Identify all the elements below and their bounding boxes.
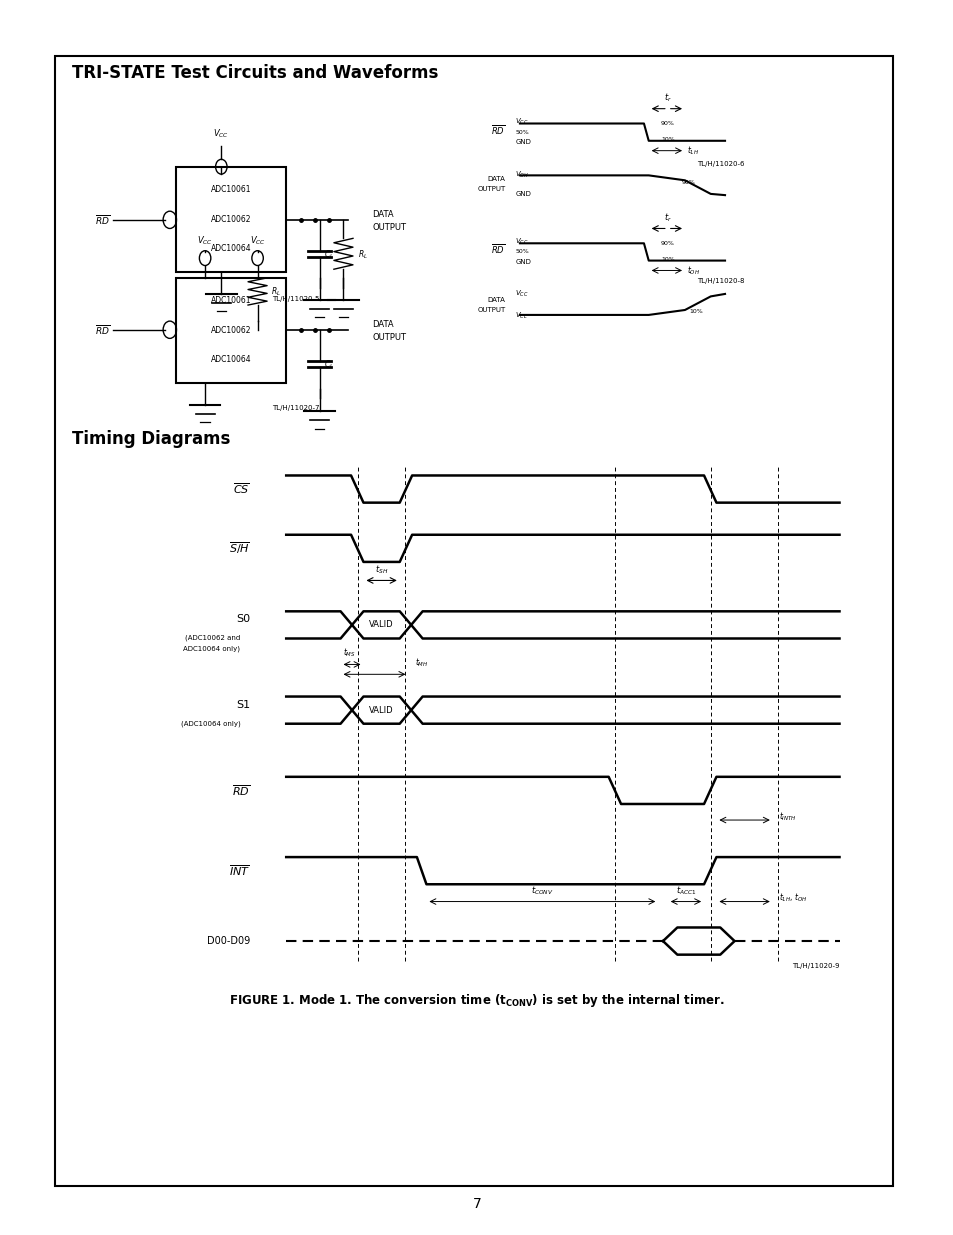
Bar bbox=[176, 278, 286, 383]
Text: $t_{CONV}$: $t_{CONV}$ bbox=[531, 884, 553, 897]
Text: $V_{CC}$: $V_{CC}$ bbox=[515, 117, 528, 127]
Text: $t_{1H}$: $t_{1H}$ bbox=[686, 144, 699, 157]
Text: VALID: VALID bbox=[369, 705, 394, 715]
Bar bbox=[55, 56, 892, 1186]
Text: ADC10064: ADC10064 bbox=[211, 356, 252, 364]
Text: 10%: 10% bbox=[660, 137, 674, 142]
Text: TL/H/11020-9: TL/H/11020-9 bbox=[791, 963, 839, 969]
Text: GND: GND bbox=[515, 191, 531, 196]
Text: TL/H/11020-8: TL/H/11020-8 bbox=[696, 278, 743, 284]
Text: $t_r$: $t_r$ bbox=[663, 91, 671, 104]
Text: S0: S0 bbox=[235, 614, 250, 624]
Text: ADC10061: ADC10061 bbox=[211, 296, 252, 305]
Text: TL/H/11020-6: TL/H/11020-6 bbox=[696, 161, 743, 167]
Text: Timing Diagrams: Timing Diagrams bbox=[71, 430, 230, 448]
Text: 90%: 90% bbox=[660, 241, 675, 246]
Text: $\overline{RD}$: $\overline{RD}$ bbox=[94, 322, 110, 337]
Text: ADC10062: ADC10062 bbox=[211, 326, 252, 335]
Text: $V_{CC}$: $V_{CC}$ bbox=[197, 235, 213, 247]
Text: S1: S1 bbox=[235, 700, 250, 710]
Text: ADC10062: ADC10062 bbox=[211, 215, 252, 224]
Text: ADC10061: ADC10061 bbox=[211, 185, 252, 194]
Text: TL/H/11020-5: TL/H/11020-5 bbox=[272, 296, 319, 303]
Text: $t_{ACC1}$: $t_{ACC1}$ bbox=[675, 884, 696, 897]
Bar bbox=[176, 167, 286, 272]
Text: $C_L$: $C_L$ bbox=[324, 358, 334, 370]
Text: $V_{CL}$: $V_{CL}$ bbox=[515, 311, 527, 321]
Text: $\overline{INT}$: $\overline{INT}$ bbox=[229, 863, 250, 878]
Text: 90%: 90% bbox=[660, 121, 675, 126]
Text: $\overline{RD}$: $\overline{RD}$ bbox=[94, 212, 110, 227]
Text: GND: GND bbox=[515, 259, 531, 264]
Text: 10%: 10% bbox=[660, 257, 674, 262]
Text: OUTPUT: OUTPUT bbox=[372, 222, 406, 232]
Text: TRI-STATE Test Circuits and Waveforms: TRI-STATE Test Circuits and Waveforms bbox=[71, 64, 437, 83]
Text: TL/H/11020-7: TL/H/11020-7 bbox=[272, 405, 319, 411]
Text: DATA: DATA bbox=[372, 320, 394, 330]
Text: (ADC10062 and: (ADC10062 and bbox=[185, 634, 240, 641]
Text: $R_L$: $R_L$ bbox=[357, 248, 367, 261]
Text: 7: 7 bbox=[472, 1197, 481, 1212]
Text: $t_{1H}$, $t_{OH}$: $t_{1H}$, $t_{OH}$ bbox=[779, 892, 807, 904]
Text: $\overline{RD}$: $\overline{RD}$ bbox=[491, 242, 505, 257]
Text: $t_{SH}$: $t_{SH}$ bbox=[375, 563, 388, 576]
Text: $t_{MH}$: $t_{MH}$ bbox=[415, 657, 428, 669]
Text: $\overline{RD}$: $\overline{RD}$ bbox=[491, 122, 505, 137]
Text: ADC10064: ADC10064 bbox=[211, 245, 252, 253]
Text: OUTPUT: OUTPUT bbox=[476, 186, 505, 191]
Text: 50%: 50% bbox=[515, 130, 528, 135]
Text: 50%: 50% bbox=[515, 249, 528, 254]
Text: GND: GND bbox=[515, 140, 531, 144]
Text: 90%: 90% bbox=[681, 180, 696, 185]
Text: ADC10064 only): ADC10064 only) bbox=[183, 645, 240, 652]
Text: $t_{OH}$: $t_{OH}$ bbox=[686, 264, 700, 277]
Text: 10%: 10% bbox=[689, 309, 702, 314]
Text: $t_{MS}$: $t_{MS}$ bbox=[342, 647, 355, 659]
Text: DATA: DATA bbox=[487, 177, 505, 182]
Text: $V_{OH}$: $V_{OH}$ bbox=[515, 170, 529, 180]
Text: $V_{CC}$: $V_{CC}$ bbox=[213, 127, 229, 140]
Text: D00-D09: D00-D09 bbox=[207, 936, 250, 946]
Text: (ADC10064 only): (ADC10064 only) bbox=[180, 720, 240, 727]
Text: OUTPUT: OUTPUT bbox=[476, 308, 505, 312]
Text: VALID: VALID bbox=[369, 620, 394, 630]
Text: $t_{INTH}$: $t_{INTH}$ bbox=[779, 810, 797, 823]
Text: $\overline{S/H}$: $\overline{S/H}$ bbox=[229, 541, 250, 556]
Text: DATA: DATA bbox=[372, 210, 394, 220]
Text: $C_L$: $C_L$ bbox=[324, 248, 334, 261]
Text: FIGURE 1. Mode 1. The conversion time (t$_{\mathregular{CONV}}$) is set by the i: FIGURE 1. Mode 1. The conversion time (t… bbox=[229, 992, 724, 1009]
Text: DATA: DATA bbox=[487, 298, 505, 303]
Text: OUTPUT: OUTPUT bbox=[372, 332, 406, 342]
Text: $V_{CC}$: $V_{CC}$ bbox=[515, 289, 528, 299]
Text: $t_r$: $t_r$ bbox=[663, 211, 671, 224]
Text: $\overline{CS}$: $\overline{CS}$ bbox=[233, 482, 250, 496]
Text: $V_{CC}$: $V_{CC}$ bbox=[515, 237, 528, 247]
Text: $\overline{RD}$: $\overline{RD}$ bbox=[232, 783, 250, 798]
Text: $R_L$: $R_L$ bbox=[271, 285, 280, 298]
Text: $V_{CC}$: $V_{CC}$ bbox=[250, 235, 265, 247]
